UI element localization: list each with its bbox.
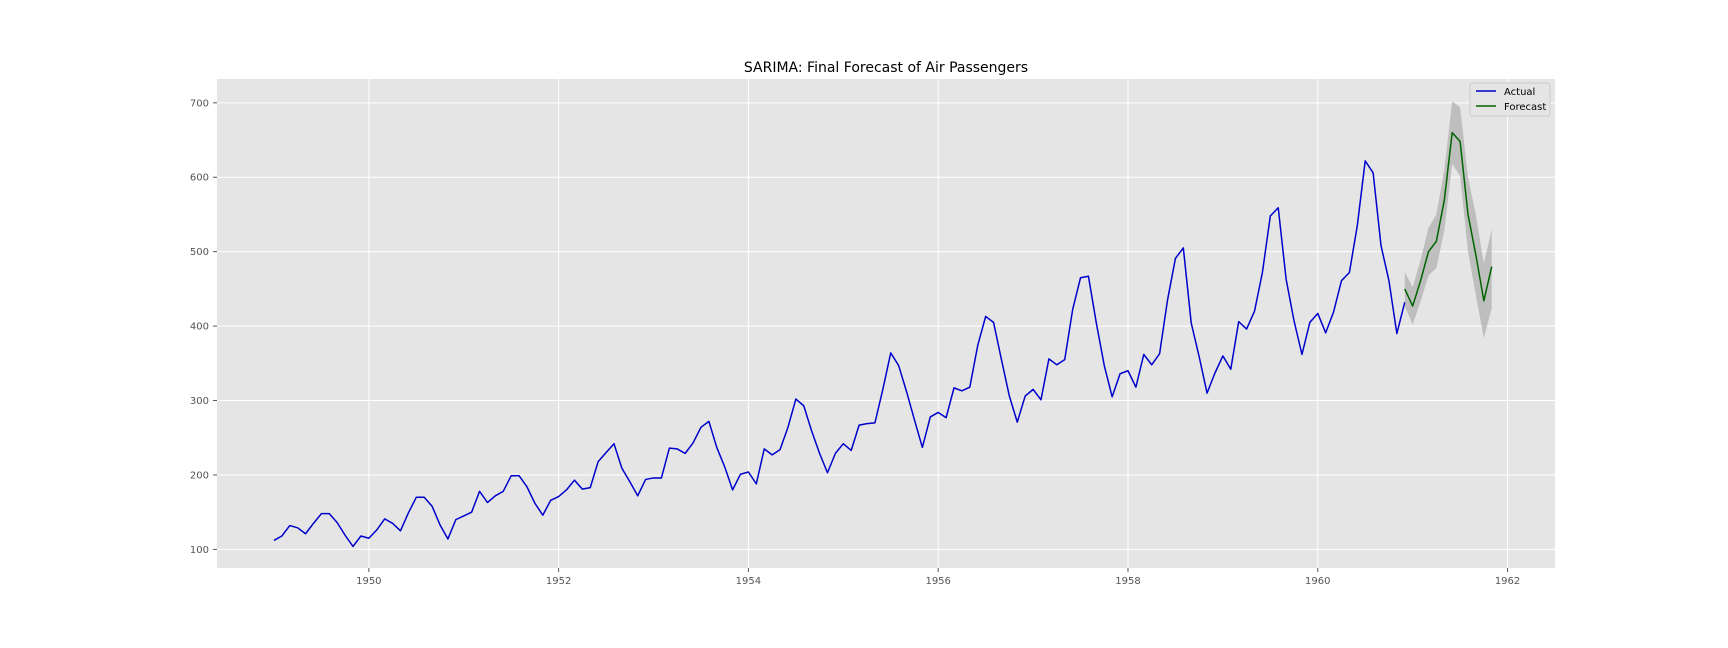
y-tick-label: 600 <box>190 173 209 184</box>
legend: Actual Forecast <box>1469 82 1551 117</box>
legend-actual-label: Actual <box>1504 87 1535 98</box>
x-tick-label: 1950 <box>356 576 381 587</box>
y-tick-label: 300 <box>190 396 209 407</box>
y-tick-label: 200 <box>190 470 209 481</box>
confidence-band-layer <box>1404 101 1492 339</box>
series-layer <box>273 131 1493 548</box>
grid-lines <box>217 79 1555 568</box>
actual-series-line <box>273 160 1406 548</box>
x-tick-label: 1954 <box>736 576 761 587</box>
plot-area <box>217 79 1555 568</box>
forecast-series-line <box>1404 131 1493 307</box>
x-tick-label: 1952 <box>546 576 571 587</box>
axis-ticks: 1950 1952 1954 1956 1958 1960 1962 100 200 300 400… <box>190 98 1520 587</box>
x-tick-label: 1960 <box>1305 576 1330 587</box>
forecast-confidence-band <box>1404 101 1492 339</box>
x-tick-label: 1956 <box>925 576 950 587</box>
y-tick-label: 400 <box>190 322 209 333</box>
x-tick-label: 1962 <box>1495 576 1520 587</box>
y-tick-label: 500 <box>190 247 209 258</box>
y-tick-label: 700 <box>190 98 209 109</box>
x-tick-label: 1958 <box>1115 576 1140 587</box>
y-tick-label: 100 <box>190 545 209 556</box>
chart-title: SARIMA: Final Forecast of Air Passengers <box>744 60 1028 76</box>
legend-forecast-label: Forecast <box>1504 102 1546 113</box>
